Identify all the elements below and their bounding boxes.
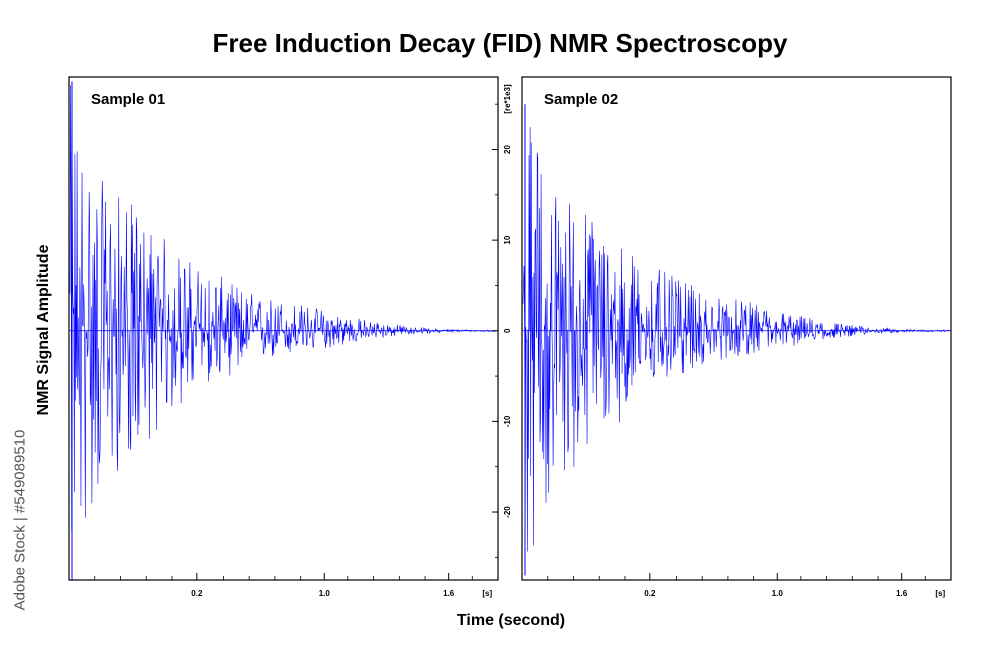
- panel-title: Sample 02: [544, 91, 618, 108]
- panel-sample-01: Sample 01 0.2 1.0 1.6 [s] -20 -10 0 10 20 [re*1e3]: [68, 76, 512, 598]
- panel-sample-02: Sample 02 0.2 1.0 1.6 [s]: [521, 76, 952, 598]
- x-unit-label: [s]: [482, 589, 492, 598]
- x-tick-label: 0.2: [644, 589, 656, 598]
- x-tick-label: 1.0: [772, 589, 784, 598]
- x-tick-label: 0.2: [191, 589, 203, 598]
- x-tick-label: 1.6: [896, 589, 908, 598]
- y-tick-label: 0: [503, 328, 512, 333]
- x-unit-label: [s]: [935, 589, 945, 598]
- y-unit-label: [re*1e3]: [503, 84, 512, 114]
- fid-trace: [69, 85, 497, 532]
- fid-trace: [522, 127, 950, 552]
- x-tick-label: 1.6: [443, 589, 455, 598]
- y-tick-label: -20: [503, 506, 512, 518]
- y-tick-label: 20: [503, 145, 512, 154]
- x-tick-label: 1.0: [319, 589, 331, 598]
- plot-frame: [68, 76, 499, 581]
- y-tick-label: -10: [503, 415, 512, 427]
- panel-title: Sample 01: [91, 91, 165, 108]
- chart-title: Free Induction Decay (FID) NMR Spectrosc…: [212, 28, 788, 58]
- x-axis-label: Time (second): [456, 612, 566, 629]
- y-tick-label: 10: [503, 235, 512, 244]
- plot-frame: [521, 76, 952, 581]
